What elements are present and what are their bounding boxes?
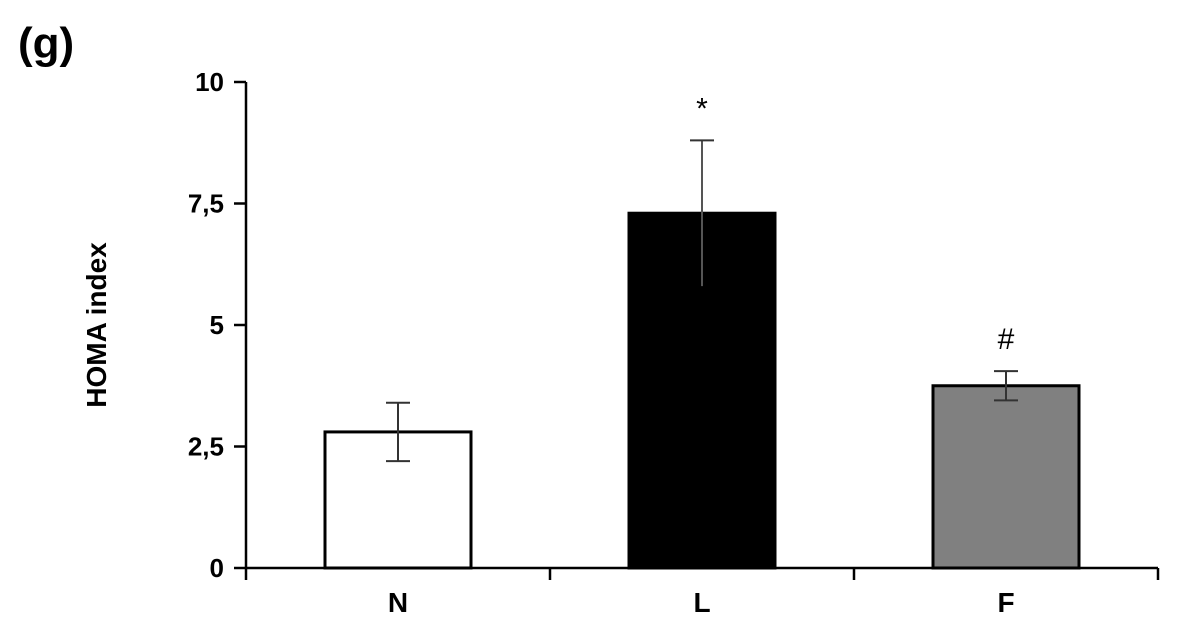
bars [323, 139, 1081, 570]
y-tick-label: 10 [195, 67, 224, 97]
panel-label: (g) [18, 19, 74, 68]
x-category-label: F [997, 587, 1014, 618]
labels: 0 2,5 5 7,5 10 N * L # F [188, 67, 1015, 618]
x-category-label: L [693, 587, 710, 618]
y-axis-title: HOMA index [81, 242, 112, 408]
bar-f [931, 384, 1081, 570]
y-tick-label: 5 [210, 310, 224, 340]
x-category-label: N [388, 587, 408, 618]
y-axis-title-group: HOMA index [81, 242, 112, 408]
y-tick-label: 2,5 [188, 432, 224, 462]
significance-mark-f: # [998, 323, 1015, 356]
y-tick-label: 7,5 [188, 189, 224, 219]
significance-mark-l: * [696, 92, 708, 125]
y-tick-label: 0 [210, 553, 224, 583]
